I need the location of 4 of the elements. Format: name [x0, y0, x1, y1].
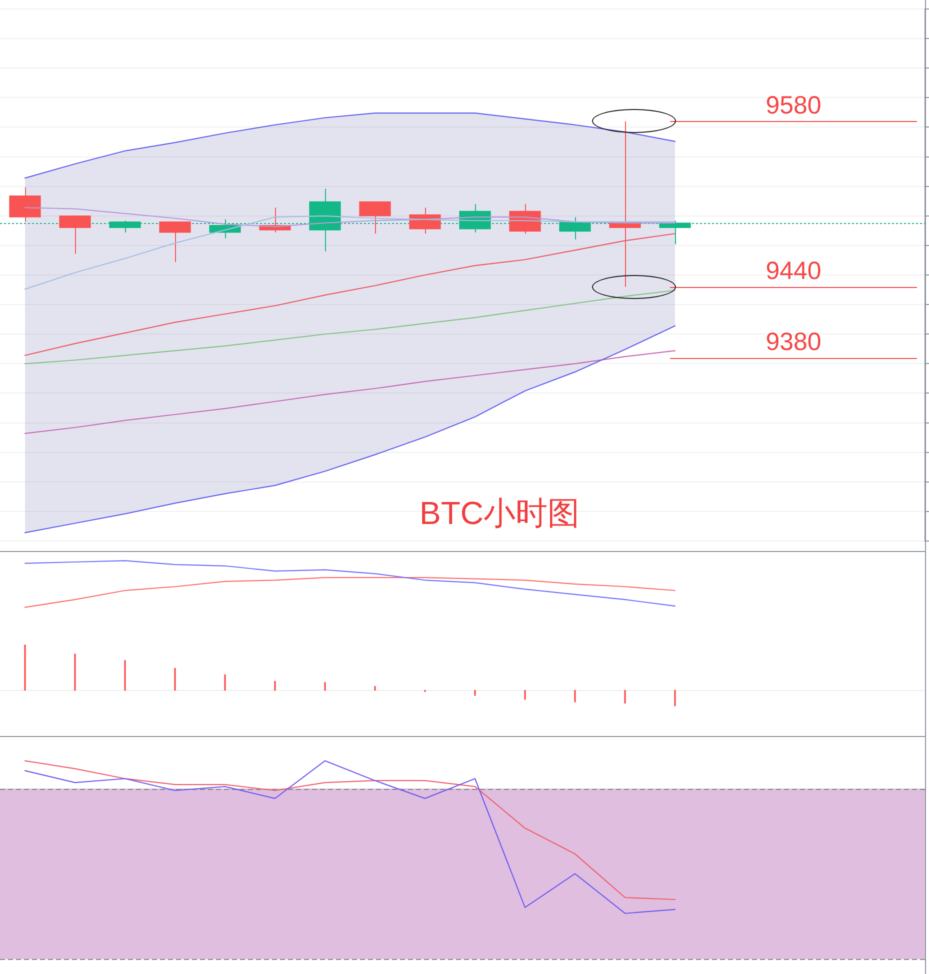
- text: BTC小时图: [420, 494, 580, 531]
- ref-line-label: 9580: [766, 91, 822, 120]
- ref-line-label: 9440: [766, 256, 822, 285]
- ref-line-label: 9380: [766, 328, 822, 356]
